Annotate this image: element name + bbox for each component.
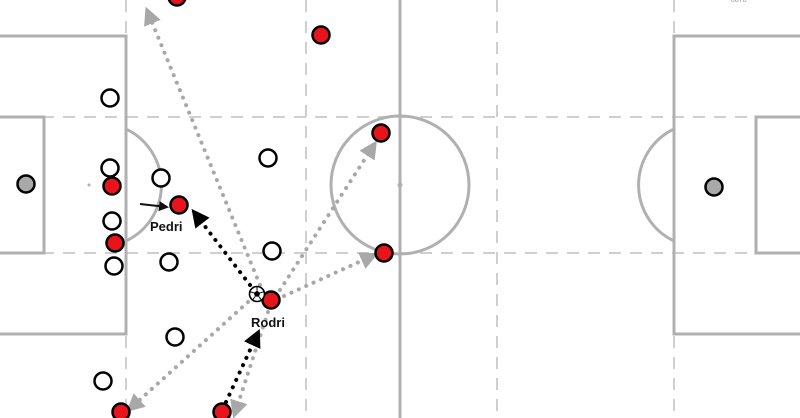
- white-player: [102, 211, 122, 231]
- red-team: [102, 0, 394, 418]
- white-player: [100, 88, 120, 108]
- corner-note: 8878: [731, 0, 747, 4]
- red-player: [212, 402, 232, 418]
- center-circle: [329, 114, 471, 256]
- pass-options: [126, 6, 379, 418]
- red-player: [111, 402, 131, 418]
- right-penalty-arc: [637, 127, 675, 243]
- pass-line-to-bottom-left: [126, 300, 250, 413]
- red-player: [102, 176, 122, 196]
- white-player: [100, 158, 120, 178]
- white-player: [258, 148, 278, 168]
- white-player: [159, 252, 179, 272]
- goalkeepers: [16, 174, 724, 197]
- ball-carries: [191, 208, 261, 404]
- pass-line-to-top: [144, 6, 262, 287]
- goalkeeper-left: [16, 174, 36, 194]
- red-player: [371, 123, 391, 143]
- red-player: [105, 233, 125, 253]
- red-player: [311, 25, 331, 45]
- soccer-ball-icon: [248, 285, 266, 303]
- pass-line-to-halfway: [282, 252, 379, 298]
- pass-line-to-bottom: [230, 310, 270, 418]
- label-pedri: Pedri: [150, 219, 183, 234]
- center-spot: [397, 182, 403, 188]
- red-player-pedri: [169, 195, 189, 215]
- left-penalty-spot: [87, 183, 91, 187]
- label-rodri: Rodri: [251, 315, 285, 330]
- left-penalty-box: [0, 34, 128, 336]
- left-goal-area: [0, 115, 46, 255]
- white-player: [104, 256, 124, 276]
- goalkeeper-right: [704, 177, 724, 197]
- right-goal-area: [754, 115, 800, 255]
- carry-line-to-pedri: [191, 208, 252, 287]
- red-player: [167, 0, 187, 7]
- white-player: [93, 371, 113, 391]
- arrow-right-icon: [139, 201, 169, 212]
- white-player: [262, 241, 282, 261]
- right-penalty-box: [672, 34, 800, 336]
- white-team: [93, 88, 282, 391]
- pass-line-to-center-circle: [278, 140, 377, 292]
- carry-line-from-bottom: [224, 328, 261, 404]
- white-player: [151, 168, 171, 188]
- red-player: [374, 243, 394, 263]
- white-player: [165, 327, 185, 347]
